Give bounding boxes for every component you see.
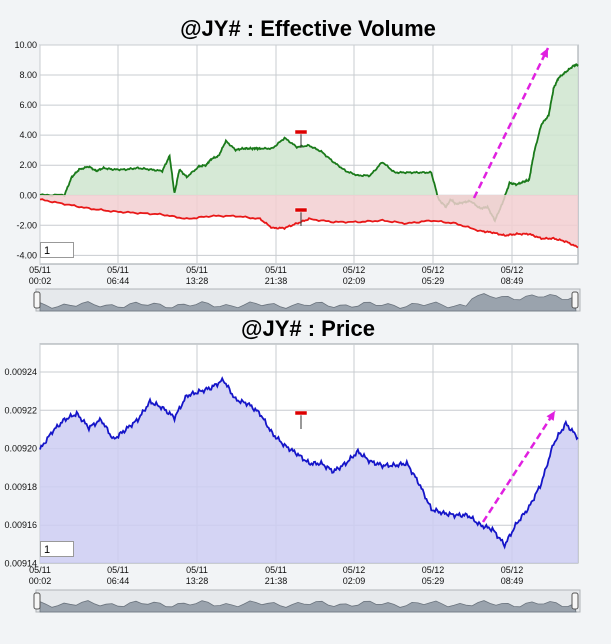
x-tick-time: 00:02 <box>29 576 52 586</box>
y-tick-label: 0.00922 <box>4 405 37 415</box>
x-tick-time: 06:44 <box>107 576 130 586</box>
y-tick-label: 8.00 <box>19 70 37 80</box>
x-tick-time: 05:29 <box>422 276 445 286</box>
x-tick-date: 05/11 <box>107 565 129 575</box>
x-tick-time: 13:28 <box>186 576 209 586</box>
series-line-0 <box>39 63 579 223</box>
x-tick-date: 05/12 <box>343 565 366 575</box>
volume-zoom-input[interactable]: 1 <box>40 242 74 258</box>
x-tick-time: 02:09 <box>343 576 366 586</box>
volume-chart-title: @JY# : Effective Volume <box>180 16 436 41</box>
trend-arrowhead <box>546 411 555 421</box>
y-tick-label: 0.00916 <box>4 520 37 530</box>
marker-flag <box>294 207 308 213</box>
x-tick-time: 08:49 <box>501 576 524 586</box>
price-chart-title: @JY# : Price <box>241 316 375 341</box>
price-zoom-input[interactable]: 1 <box>40 541 74 557</box>
navigator-handle[interactable] <box>33 592 41 610</box>
marker-flag <box>294 410 308 416</box>
y-tick-label: 0.00920 <box>4 444 37 454</box>
x-tick-time: 00:02 <box>29 276 52 286</box>
y-tick-label: 0.00924 <box>4 367 37 377</box>
x-tick-date: 05/12 <box>422 265 445 275</box>
x-tick-date: 05/12 <box>343 265 366 275</box>
x-tick-date: 05/11 <box>265 265 287 275</box>
marker-flag <box>294 129 308 135</box>
navigator-handle[interactable] <box>571 291 579 309</box>
navigator-handle[interactable] <box>571 592 579 610</box>
series-area-0 <box>40 378 578 563</box>
navigator-series <box>39 293 577 312</box>
x-tick-time: 21:38 <box>265 276 288 286</box>
series-line-0 <box>39 376 579 550</box>
x-tick-time: 05:29 <box>422 576 445 586</box>
x-tick-date: 05/11 <box>29 565 51 575</box>
y-tick-label: -4.00 <box>16 250 37 260</box>
x-tick-time: 13:28 <box>186 276 209 286</box>
y-tick-label: 4.00 <box>19 130 37 140</box>
x-tick-date: 05/11 <box>186 565 208 575</box>
series-line-1 <box>39 198 579 249</box>
x-tick-date: 05/12 <box>501 565 524 575</box>
trend-arrow <box>481 410 557 523</box>
y-tick-label: 0.00918 <box>4 482 37 492</box>
x-tick-date: 05/12 <box>422 565 445 575</box>
x-tick-time: 02:09 <box>343 276 366 286</box>
chart-panel-1: 0.00924 0.00922 0.00920 0.00918 0.00916 0.009… <box>4 343 581 613</box>
x-tick-date: 05/11 <box>29 265 51 275</box>
x-tick-date: 05/12 <box>501 265 524 275</box>
y-tick-label: 0.00914 <box>4 559 37 569</box>
y-tick-label: 0.00 <box>19 190 37 200</box>
y-tick-label: 10.00 <box>14 40 37 50</box>
y-tick-label: 6.00 <box>19 100 37 110</box>
y-tick-label: -2.00 <box>16 220 37 230</box>
x-tick-date: 05/11 <box>107 265 129 275</box>
series-area-0 <box>40 64 578 221</box>
x-tick-date: 05/11 <box>186 265 208 275</box>
trend-arrowhead <box>540 48 548 58</box>
x-tick-date: 05/11 <box>265 565 287 575</box>
navigator-handle[interactable] <box>33 291 41 309</box>
trend-arrow <box>472 47 550 199</box>
chart-panel-0: 10.00 8.00 6.00 4.00 2.00 0.00 -2.00 -4.00 05/11… <box>14 40 581 312</box>
x-tick-time: 08:49 <box>501 276 524 286</box>
y-tick-label: 2.00 <box>19 160 37 170</box>
x-tick-time: 21:38 <box>265 576 288 586</box>
navigator-series <box>39 600 577 613</box>
series-area-1 <box>40 195 578 248</box>
x-tick-time: 06:44 <box>107 276 130 286</box>
